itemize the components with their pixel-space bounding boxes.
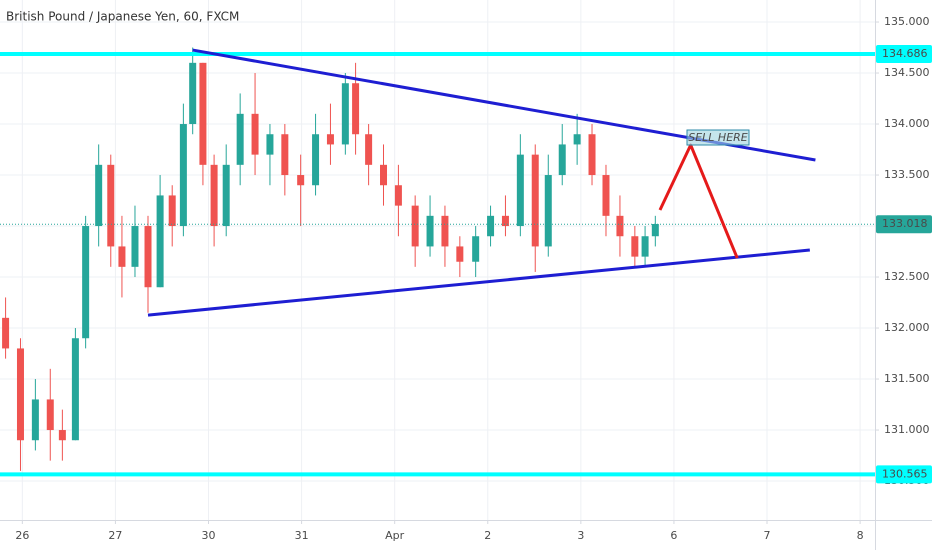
y-tick-label: 132.000 [884,321,930,334]
candle-body [118,246,126,267]
x-tick-label: 26 [15,529,29,542]
candle-body [107,164,115,247]
candle-body [651,223,659,237]
x-tick-label: 27 [108,529,122,542]
candle-body [352,83,360,135]
price-label: 134.686 [882,47,928,60]
y-tick-label: 131.500 [884,372,930,385]
y-tick-label: 131.000 [884,423,930,436]
candle-body [31,399,39,441]
candle-body [341,83,349,145]
candle-body [46,399,54,431]
candle-body [168,195,176,227]
candle-body [144,226,152,288]
candle-body [82,226,90,339]
candle-body [179,124,187,227]
x-tick-label: 31 [295,529,309,542]
candle-body [16,348,24,441]
y-tick-label: 133.500 [884,168,930,181]
price-label-box [876,215,932,234]
candle-body [380,164,388,186]
candle-body [189,62,197,125]
price-label-box [876,45,932,64]
candle-body [641,236,649,257]
candle-body [631,236,639,257]
price-label: 133.018 [882,217,928,230]
candle-body [544,175,552,247]
candle-body [131,226,139,267]
candle-body [199,62,207,165]
candle-body [472,236,480,262]
x-tick-label: 6 [670,529,677,542]
x-tick-label: 3 [577,529,584,542]
candle-body [558,144,566,176]
candle-body [266,134,274,155]
annotation-text: SELL HERE [688,131,748,144]
candle-body [95,164,103,227]
candle-body [297,175,305,186]
price-label-box [876,465,932,484]
candle-body [156,195,164,288]
candle-body [616,215,624,237]
candle-body [58,430,66,441]
y-tick-label: 134.500 [884,66,930,79]
candle-body [411,205,419,247]
candle-body [326,134,334,145]
candle-body [573,134,581,145]
x-tick-label: 7 [764,529,771,542]
candle-body [602,175,610,216]
y-tick-label: 135.000 [884,15,930,28]
x-tick-label: 30 [202,529,216,542]
candle-body [281,134,289,176]
candle-body [426,215,434,247]
candle-body [312,134,320,186]
candle-body [2,317,10,349]
candle-body [365,134,373,165]
candle-body [588,134,596,176]
candle-body [531,154,539,247]
candle-body [501,215,509,227]
candle-body [222,164,230,227]
candle-body [487,215,495,237]
candle-body [236,113,244,165]
x-tick-label: Apr [385,529,405,542]
candle-body [441,215,449,247]
price-label: 130.565 [882,467,928,480]
trend-line [147,248,810,317]
x-tick-label: 2 [484,529,491,542]
candle-body [251,113,259,155]
chart-title: British Pound / Japanese Yen, 60, FXCM [6,10,239,24]
candle-body [516,154,524,227]
annotation-box [686,129,750,146]
candle-body [210,164,218,227]
x-tick-label: 8 [857,529,864,542]
candle-body [394,185,402,206]
candle-body [456,246,464,262]
candle-body [71,338,79,441]
y-tick-label: 132.500 [884,270,930,283]
y-tick-label: 134.000 [884,117,930,130]
